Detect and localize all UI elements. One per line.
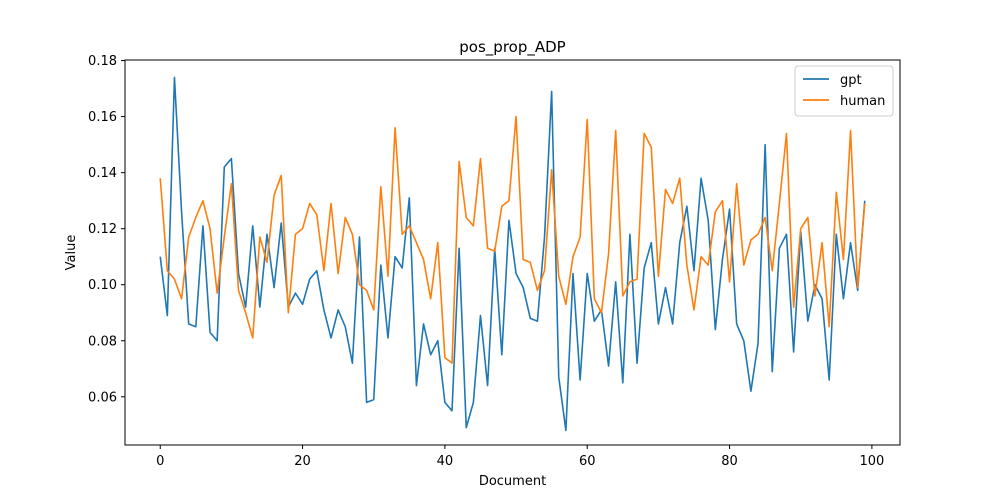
y-tick-label: 0.18: [88, 54, 117, 69]
x-axis-label: Document: [479, 474, 546, 489]
series-line-gpt: [159, 76, 866, 432]
y-axis-label: Value: [64, 235, 79, 271]
plot-area: [159, 76, 866, 432]
y-axis: 0.06 0.08 0.10 0.12 0.14 0.16 0.18: [88, 54, 125, 405]
x-tick-label: 0: [156, 454, 164, 469]
legend: gpt human: [794, 65, 894, 117]
x-tick-label: 100: [859, 454, 884, 469]
legend-label-human: human: [840, 94, 885, 109]
x-tick-label: 60: [579, 454, 596, 469]
y-tick-label: 0.06: [88, 390, 117, 405]
y-tick-label: 0.16: [88, 110, 117, 125]
y-tick-label: 0.12: [88, 222, 117, 237]
chart-title: pos_prop_ADP: [459, 38, 565, 57]
x-tick-label: 80: [721, 454, 738, 469]
axes-frame: [124, 59, 901, 446]
y-tick-label: 0.10: [88, 278, 117, 293]
x-tick-label: 20: [294, 454, 311, 469]
x-axis: 0 20 40 60 80 100: [156, 445, 884, 469]
series-line-human: [159, 115, 866, 364]
y-tick-label: 0.08: [88, 334, 117, 349]
x-tick-label: 40: [437, 454, 454, 469]
y-tick-label: 0.14: [88, 166, 117, 181]
legend-label-gpt: gpt: [840, 73, 862, 88]
